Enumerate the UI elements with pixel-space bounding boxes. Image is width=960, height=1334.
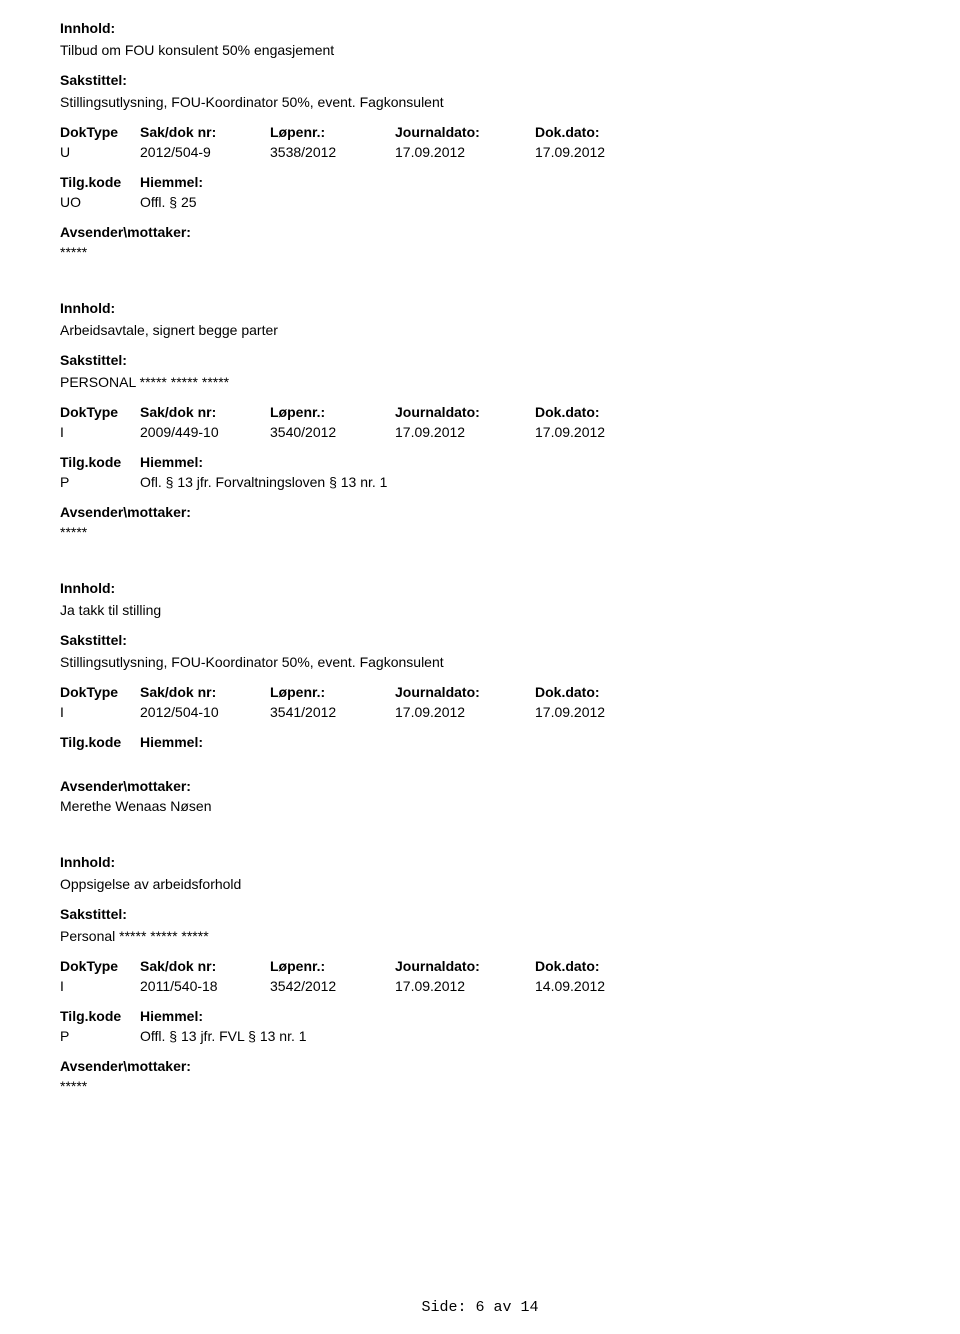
saknr-header: Sak/dok nr:: [140, 124, 270, 140]
doktype-header: DokType: [60, 684, 140, 700]
sakstittel-label: Sakstittel:: [60, 352, 920, 368]
record: Innhold: Ja takk til stilling Sakstittel…: [60, 580, 920, 814]
dokdato-value: 14.09.2012: [535, 978, 675, 994]
hiemmel-value: Offl. § 13 jfr. FVL § 13 nr. 1: [140, 1028, 307, 1044]
tilg-row: Tilg.kode Hiemmel:: [60, 454, 920, 470]
column-header-row: DokType Sak/dok nr: Løpenr.: Journaldato…: [60, 124, 920, 140]
journaldato-value: 17.09.2012: [395, 978, 535, 994]
avsender-value: *****: [60, 524, 920, 540]
avsender-value: *****: [60, 244, 920, 260]
saknr-header: Sak/dok nr:: [140, 684, 270, 700]
tilgkode-value: UO: [60, 194, 140, 210]
sakstittel-label: Sakstittel:: [60, 906, 920, 922]
sakstittel-value: Personal ***** ***** *****: [60, 928, 920, 944]
journaldato-header: Journaldato:: [395, 684, 535, 700]
doktype-value: I: [60, 704, 140, 720]
tilg-row: Tilg.kode Hiemmel:: [60, 1008, 920, 1024]
innhold-value: Oppsigelse av arbeidsforhold: [60, 876, 920, 892]
tilgkode-value: P: [60, 474, 140, 490]
dokdato-value: 17.09.2012: [535, 704, 675, 720]
avsender-value: Merethe Wenaas Nøsen: [60, 798, 920, 814]
lopenr-header: Løpenr.:: [270, 958, 395, 974]
hiemmel-header: Hiemmel:: [140, 734, 203, 750]
saknr-value: 2011/540-18: [140, 978, 270, 994]
sakstittel-value: Stillingsutlysning, FOU-Koordinator 50%,…: [60, 654, 920, 670]
innhold-value: Tilbud om FOU konsulent 50% engasjement: [60, 42, 920, 58]
avsender-label: Avsender\mottaker:: [60, 504, 920, 520]
innhold-label: Innhold:: [60, 300, 920, 316]
saknr-header: Sak/dok nr:: [140, 404, 270, 420]
avsender-label: Avsender\mottaker:: [60, 1058, 920, 1074]
tilgkode-value: P: [60, 1028, 140, 1044]
lopenr-value: 3538/2012: [270, 144, 395, 160]
journaldato-value: 17.09.2012: [395, 144, 535, 160]
saknr-value: 2009/449-10: [140, 424, 270, 440]
saknr-header: Sak/dok nr:: [140, 958, 270, 974]
hiemmel-value: Ofl. § 13 jfr. Forvaltningsloven § 13 nr…: [140, 474, 387, 490]
column-header-row: DokType Sak/dok nr: Løpenr.: Journaldato…: [60, 404, 920, 420]
innhold-label: Innhold:: [60, 20, 920, 36]
tilgkode-header: Tilg.kode: [60, 1008, 140, 1024]
column-header-row: DokType Sak/dok nr: Løpenr.: Journaldato…: [60, 684, 920, 700]
journaldato-header: Journaldato:: [395, 958, 535, 974]
dokdato-header: Dok.dato:: [535, 958, 675, 974]
tilgkode-header: Tilg.kode: [60, 734, 140, 750]
doktype-value: U: [60, 144, 140, 160]
dokdato-header: Dok.dato:: [535, 124, 675, 140]
sakstittel-value: Stillingsutlysning, FOU-Koordinator 50%,…: [60, 94, 920, 110]
data-row: I 2011/540-18 3542/2012 17.09.2012 14.09…: [60, 978, 920, 994]
tilg-row: Tilg.kode Hiemmel:: [60, 174, 920, 190]
tilgkode-header: Tilg.kode: [60, 174, 140, 190]
lopenr-header: Løpenr.:: [270, 684, 395, 700]
lopenr-header: Løpenr.:: [270, 404, 395, 420]
hiemmel-header: Hiemmel:: [140, 174, 203, 190]
doktype-value: I: [60, 978, 140, 994]
data-row: U 2012/504-9 3538/2012 17.09.2012 17.09.…: [60, 144, 920, 160]
lopenr-value: 3542/2012: [270, 978, 395, 994]
lopenr-header: Løpenr.:: [270, 124, 395, 140]
journaldato-header: Journaldato:: [395, 124, 535, 140]
innhold-label: Innhold:: [60, 854, 920, 870]
dokdato-header: Dok.dato:: [535, 404, 675, 420]
doktype-value: I: [60, 424, 140, 440]
innhold-label: Innhold:: [60, 580, 920, 596]
journaldato-header: Journaldato:: [395, 404, 535, 420]
journaldato-value: 17.09.2012: [395, 424, 535, 440]
record: Innhold: Tilbud om FOU konsulent 50% eng…: [60, 20, 920, 260]
tilgkode-header: Tilg.kode: [60, 454, 140, 470]
doktype-header: DokType: [60, 404, 140, 420]
lopenr-value: 3541/2012: [270, 704, 395, 720]
data-row: I 2012/504-10 3541/2012 17.09.2012 17.09…: [60, 704, 920, 720]
saknr-value: 2012/504-10: [140, 704, 270, 720]
data-row: I 2009/449-10 3540/2012 17.09.2012 17.09…: [60, 424, 920, 440]
page-footer: Side: 6 av 14: [0, 1299, 960, 1316]
avsender-value: *****: [60, 1078, 920, 1094]
dokdato-value: 17.09.2012: [535, 144, 675, 160]
sakstittel-value: PERSONAL ***** ***** *****: [60, 374, 920, 390]
hiemmel-header: Hiemmel:: [140, 454, 203, 470]
saknr-value: 2012/504-9: [140, 144, 270, 160]
hiemmel-value: Offl. § 25: [140, 194, 197, 210]
tilg-row: Tilg.kode Hiemmel:: [60, 734, 920, 750]
hiemmel-row: P Offl. § 13 jfr. FVL § 13 nr. 1: [60, 1028, 920, 1044]
sakstittel-label: Sakstittel:: [60, 72, 920, 88]
doktype-header: DokType: [60, 124, 140, 140]
avsender-label: Avsender\mottaker:: [60, 778, 920, 794]
hiemmel-header: Hiemmel:: [140, 1008, 203, 1024]
journaldato-value: 17.09.2012: [395, 704, 535, 720]
sakstittel-label: Sakstittel:: [60, 632, 920, 648]
record: Innhold: Oppsigelse av arbeidsforhold Sa…: [60, 854, 920, 1094]
doktype-header: DokType: [60, 958, 140, 974]
avsender-label: Avsender\mottaker:: [60, 224, 920, 240]
hiemmel-row: UO Offl. § 25: [60, 194, 920, 210]
hiemmel-row: P Ofl. § 13 jfr. Forvaltningsloven § 13 …: [60, 474, 920, 490]
lopenr-value: 3540/2012: [270, 424, 395, 440]
column-header-row: DokType Sak/dok nr: Løpenr.: Journaldato…: [60, 958, 920, 974]
dokdato-header: Dok.dato:: [535, 684, 675, 700]
dokdato-value: 17.09.2012: [535, 424, 675, 440]
innhold-value: Arbeidsavtale, signert begge parter: [60, 322, 920, 338]
innhold-value: Ja takk til stilling: [60, 602, 920, 618]
record: Innhold: Arbeidsavtale, signert begge pa…: [60, 300, 920, 540]
